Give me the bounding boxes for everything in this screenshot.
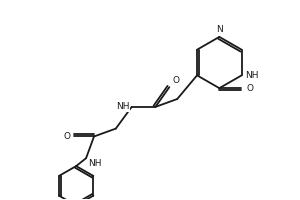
Text: O: O [246, 84, 253, 93]
Text: O: O [172, 76, 179, 85]
Text: NH: NH [88, 159, 102, 168]
Text: NH: NH [116, 102, 130, 111]
Text: NH: NH [244, 71, 258, 80]
Text: O: O [63, 132, 70, 141]
Text: N: N [216, 25, 223, 34]
